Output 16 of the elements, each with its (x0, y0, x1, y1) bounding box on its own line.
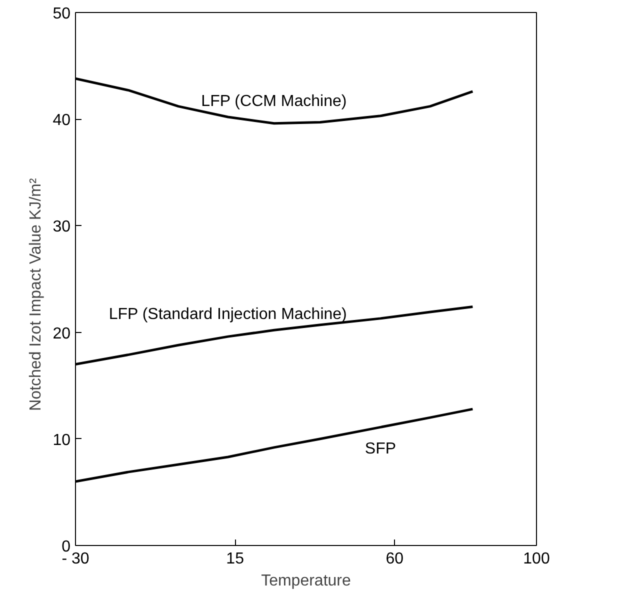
x-tick-label: 15 (226, 550, 244, 568)
y-tick-label: 20 (52, 325, 71, 342)
series-label: SFP (364, 440, 396, 458)
x-tick-label: 60 (386, 550, 404, 568)
y-tick-label: 50 (52, 6, 71, 22)
y-tick-label: 10 (52, 432, 71, 449)
x-axis-title: Temperature (261, 572, 352, 590)
line-series (76, 408, 474, 483)
y-axis-title: Notched Izot Impact Value KJ/m² (28, 178, 45, 411)
line-series (76, 305, 474, 366)
series-label: LFP (CCM Machine) (201, 92, 347, 110)
x-tick-label: 100 (523, 550, 550, 568)
y-tick-label: 30 (52, 218, 71, 236)
y-tick-label: 40 (52, 112, 71, 130)
line-series (76, 77, 474, 125)
series-label: LFP (Standard Injection Machine) (108, 306, 347, 324)
